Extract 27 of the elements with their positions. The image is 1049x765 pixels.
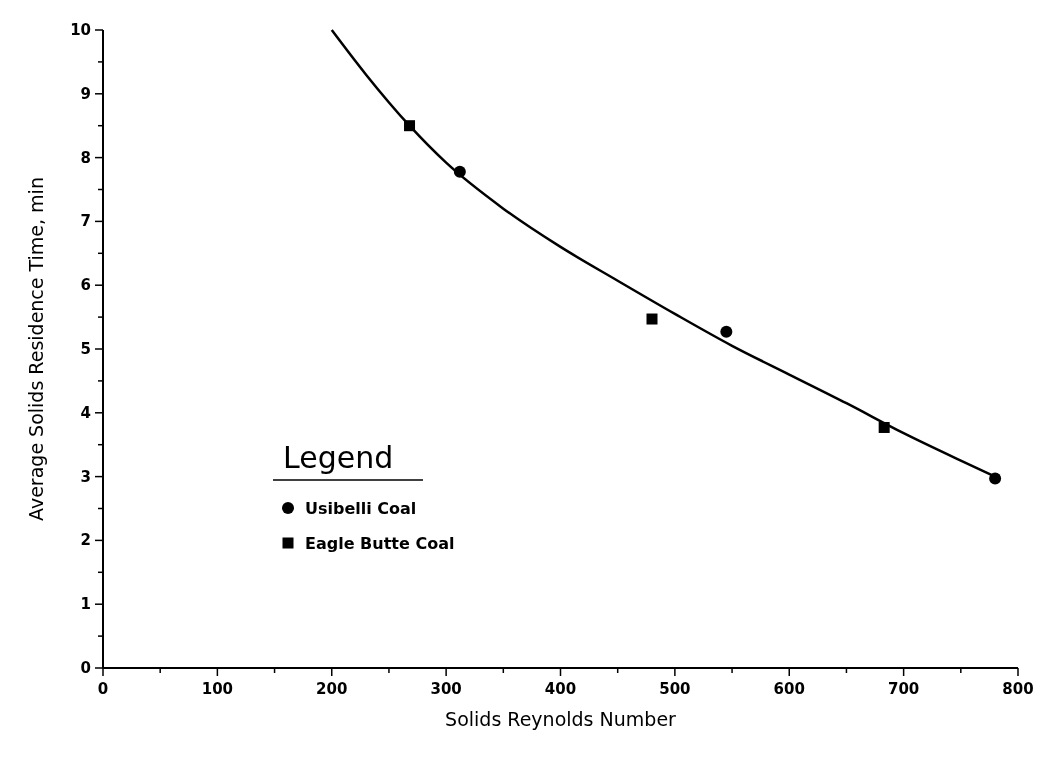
x-tick-label: 300 [430, 680, 462, 698]
x-tick-label: 700 [887, 680, 920, 698]
y-tick-label: 0 [80, 659, 91, 677]
legend-label: Eagle Butte Coal [305, 534, 455, 553]
legend-label: Usibelli Coal [305, 499, 417, 518]
legend-title: Legend [283, 440, 394, 475]
y-tick-label: 1 [80, 595, 91, 614]
y-tick-label: 6 [80, 276, 91, 295]
y-tick-label: 4 [80, 403, 91, 422]
y-tick-label: 7 [80, 212, 91, 231]
y-tick-label: 5 [80, 340, 91, 358]
x-tick-label: 100 [201, 680, 234, 698]
y-tick-label: 8 [80, 148, 91, 167]
point [646, 313, 658, 325]
x-axis-title: Solids Reynolds Number [445, 708, 677, 730]
y-axis-title: Average Solids Residence Time, min [25, 177, 47, 521]
x-tick-label: 400 [544, 680, 577, 698]
x-tick-label: 500 [659, 680, 691, 698]
x-tick-label: 600 [773, 680, 805, 698]
y-tick-label: 3 [80, 467, 91, 486]
x-tick-label: 200 [316, 680, 348, 698]
y-tick-label: 10 [70, 21, 91, 39]
x-tick-label: 800 [1002, 680, 1034, 698]
x-tick-label: 0 [97, 680, 109, 698]
y-tick-label: 2 [80, 531, 91, 550]
point [720, 325, 733, 338]
y-tick-label: 9 [80, 84, 91, 103]
